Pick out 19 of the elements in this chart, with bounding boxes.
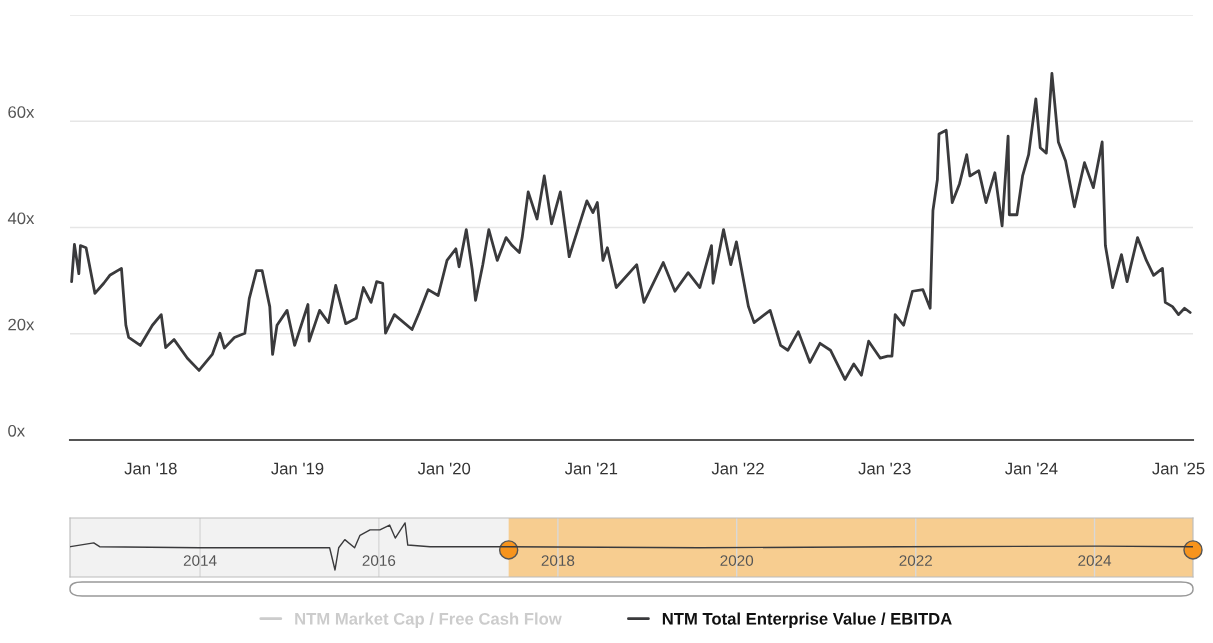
legend-label: NTM Total Enterprise Value / EBITDA bbox=[662, 612, 952, 628]
y-tick-label: 20x bbox=[8, 318, 35, 331]
x-tick-label: 2014 bbox=[183, 555, 217, 566]
x-tick-label: 2016 bbox=[362, 555, 396, 566]
y-tick-label: 60x bbox=[8, 106, 35, 118]
x-tick-label: Jan '19 bbox=[271, 462, 324, 475]
x-tick-label: 2022 bbox=[899, 555, 932, 566]
x-tick-label: Jan '18 bbox=[124, 462, 177, 475]
x-tick-label: Jan '22 bbox=[711, 462, 764, 475]
y-tick-label: 40x bbox=[7, 212, 35, 225]
x-tick-label: 2020 bbox=[720, 555, 754, 566]
x-tick-label: 2024 bbox=[1078, 555, 1112, 566]
x-tick-label: Jan '24 bbox=[1005, 462, 1058, 475]
x-tick-label: Jan '21 bbox=[564, 462, 618, 475]
x-tick-label: 2018 bbox=[541, 555, 575, 566]
x-tick-label: Jan '25 bbox=[1152, 462, 1205, 475]
x-tick-label: Jan '20 bbox=[417, 462, 471, 475]
y-tick-label: 0x bbox=[8, 424, 25, 437]
x-tick-label: Jan '23 bbox=[858, 462, 911, 475]
